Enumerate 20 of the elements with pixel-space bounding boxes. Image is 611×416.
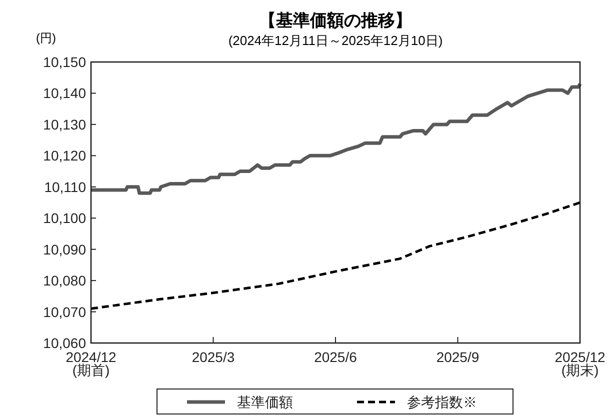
legend-label: 基準価額 [237,394,293,410]
ytick: 10,060 [43,335,86,351]
ylabel: (円) [36,31,56,45]
ytick: 10,090 [43,241,86,258]
ytick: 10,080 [43,272,86,289]
title: 【基準価額の推移】 [259,11,412,30]
ytick: 10,110 [44,178,86,195]
ytick: 10,140 [43,85,86,102]
legend-label: 参考指数※ [407,394,477,410]
ytick: 10,150 [43,54,86,70]
ytick: 10,070 [43,304,86,320]
ytick: 10,120 [43,148,86,164]
xtick: 2025/3 [192,349,235,365]
xtick: 2025/12 (期末) [554,349,606,378]
ytick: 10,130 [43,116,86,132]
xtick: 2024/12 (期首) [66,349,116,378]
xtick: 2025/6 [314,349,357,365]
subtitle: (2024年12月11日～2025年12月10日) [228,33,443,48]
xtick: 2025/9 [436,349,480,365]
ytick: 10,100 [43,210,86,226]
